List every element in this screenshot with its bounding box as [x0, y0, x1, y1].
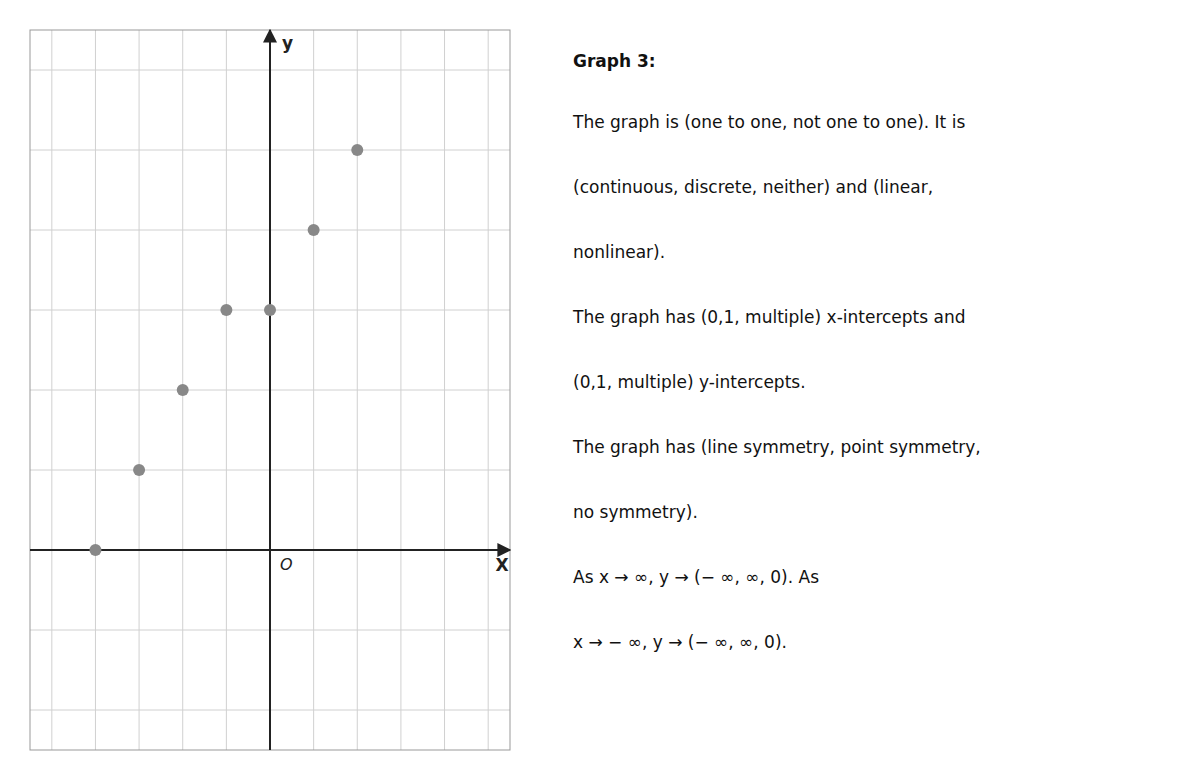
text-line: no symmetry).	[573, 502, 698, 522]
text-line: The graph is (one to one, not one to one…	[572, 112, 965, 132]
text-line: (continuous, discrete, neither) and (lin…	[573, 177, 933, 197]
text-line: x → − ∞, y → (− ∞, ∞, 0).	[573, 632, 787, 652]
origin-label: O	[280, 555, 293, 574]
grid	[30, 30, 510, 750]
point	[351, 144, 363, 156]
text-line: (0,1, multiple) y-intercepts.	[573, 372, 806, 392]
point	[220, 304, 232, 316]
text-line: nonlinear).	[573, 242, 665, 262]
point	[264, 304, 276, 316]
chart: Xy O Graph 3: The graph is (one to one, not…	[0, 0, 1188, 779]
text-line: As x → ∞, y → (− ∞, ∞, 0). As	[573, 567, 819, 587]
plot-frame	[30, 30, 510, 750]
body-text: The graph is (one to one, not one to one…	[572, 112, 981, 652]
point	[177, 384, 189, 396]
point	[133, 464, 145, 476]
text-line: The graph has (line symmetry, point symm…	[572, 437, 981, 457]
x-axis-title: X	[495, 555, 508, 575]
point	[308, 224, 320, 236]
y-axis-line	[269, 30, 271, 750]
x-grid-line	[270, 30, 271, 750]
point	[89, 544, 101, 556]
text-line: The graph has (0,1, multiple) x-intercep…	[572, 307, 966, 327]
y-axis	[270, 30, 271, 750]
points	[89, 144, 363, 556]
title: Graph 3:	[573, 51, 656, 71]
y-axis-title: y	[282, 33, 293, 53]
